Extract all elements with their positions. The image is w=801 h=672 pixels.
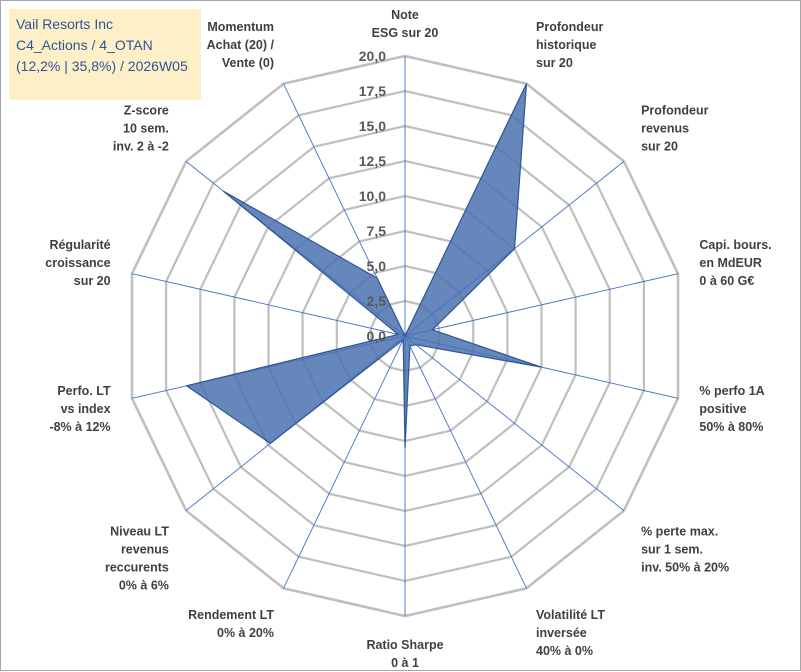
tick-label: 12,5 <box>359 153 386 169</box>
axis-label-line: Profondeur <box>641 104 708 118</box>
axis-label-line: 40% à 0% <box>536 644 593 658</box>
tick-label: 15,0 <box>359 118 386 134</box>
chart-title-box: Vail Resorts Inc C4_Actions / 4_OTAN (12… <box>9 9 201 100</box>
chart-title-stats: (12,2% | 35,8%) / 2026W05 <box>16 56 201 77</box>
axis-label-line: % perfo 1A <box>699 384 764 398</box>
axis-label-line: Niveau LT <box>110 524 169 538</box>
axis-label-line: Perfo. LT <box>57 384 111 398</box>
axis-label: Volatilité LT inversée 40% à 0% <box>536 608 605 658</box>
axis-label-line: reccurents <box>105 560 169 574</box>
axis-label: % perte max. sur 1 sem. inv. 50% à 20% <box>641 524 729 574</box>
axis-label-line: Volatilité LT <box>536 608 605 622</box>
axis-label-line: revenus <box>641 122 689 136</box>
chart-title-category: C4_Actions / 4_OTAN <box>16 35 201 56</box>
axis-label-line: Vente (0) <box>222 56 274 70</box>
axis-label: Note ESG sur 20 <box>372 8 439 40</box>
radar-spoke <box>405 336 527 588</box>
axis-label-line: 0% à 20% <box>217 626 274 640</box>
axis-label: Perfo. LT vs index -8% à 12% <box>49 384 111 434</box>
axis-label-line: sur 1 sem. <box>641 542 703 556</box>
axis-label-line: % perte max. <box>641 524 718 538</box>
axis-label-line: inversée <box>536 626 587 640</box>
axis-label-line: Capi. bours. <box>699 238 771 252</box>
axis-label: Niveau LT revenus reccurents 0% à 6% <box>105 524 169 592</box>
chart-title-company: Vail Resorts Inc <box>16 14 201 35</box>
axis-label-line: -8% à 12% <box>49 420 110 434</box>
axis-label-line: Rendement LT <box>188 608 274 622</box>
axis-label: % perfo 1A positive 50% à 80% <box>699 384 764 434</box>
axis-label-line: sur 20 <box>536 56 573 70</box>
axis-label-line: 0% à 6% <box>119 578 169 592</box>
tick-label: 2,5 <box>367 293 387 309</box>
tick-label: 0,0 <box>367 328 387 344</box>
tick-label: 5,0 <box>367 258 387 274</box>
axis-label: Profondeur historique sur 20 <box>536 20 603 70</box>
axis-label-line: 10 sem. <box>123 122 169 136</box>
axis-label-line: Régularité <box>49 238 110 252</box>
axis-label-line: sur 20 <box>74 274 111 288</box>
axis-label-line: ESG sur 20 <box>372 26 439 40</box>
axis-label-line: Note <box>391 8 419 22</box>
axis-label-line: 0 à 60 G€ <box>699 274 754 288</box>
axis-label: Capi. bours. en MdEUR 0 à 60 G€ <box>699 238 771 288</box>
axis-label-line: croissance <box>45 256 110 270</box>
radar-series <box>187 84 542 448</box>
axis-label: Régularité croissance sur 20 <box>45 238 110 288</box>
axis-label: Z-score 10 sem. inv. 2 à -2 <box>113 104 169 154</box>
tick-label: 17,5 <box>359 83 386 99</box>
axis-label-line: Achat (20) / <box>207 38 275 52</box>
tick-label: 10,0 <box>359 188 386 204</box>
axis-label-line: vs index <box>61 402 111 416</box>
axis-label: Rendement LT 0% à 20% <box>188 608 274 640</box>
tick-label: 7,5 <box>367 223 387 239</box>
axis-label-line: positive <box>699 402 746 416</box>
axis-label: Profondeur revenus sur 20 <box>641 104 708 154</box>
axis-label-line: Ratio Sharpe <box>366 638 443 652</box>
axis-label-line: 50% à 80% <box>699 420 763 434</box>
axis-label-line: sur 20 <box>641 140 678 154</box>
axis-label: Momentum Achat (20) / Vente (0) <box>207 20 275 70</box>
axis-label: Ratio Sharpe 0 à 1 <box>366 638 443 670</box>
axis-label-line: 0 à 1 <box>391 656 419 670</box>
axis-label-line: en MdEUR <box>699 256 762 270</box>
axis-label-line: inv. 50% à 20% <box>641 560 729 574</box>
axis-label-line: Momentum <box>207 20 274 34</box>
axis-label-line: inv. 2 à -2 <box>113 140 169 154</box>
axis-label-line: revenus <box>121 542 169 556</box>
radar-series-area <box>187 84 542 448</box>
axis-label-line: Z-score <box>124 104 169 118</box>
axis-label-line: historique <box>536 38 596 52</box>
axis-label-line: Profondeur <box>536 20 603 34</box>
tick-label: 20,0 <box>359 48 386 64</box>
